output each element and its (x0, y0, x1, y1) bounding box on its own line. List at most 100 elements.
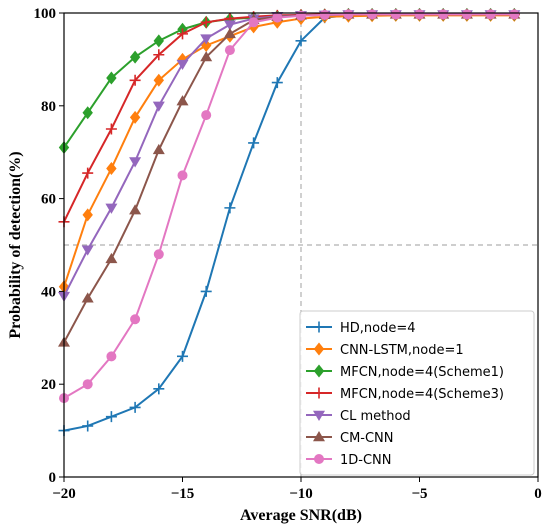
legend-label: MFCN,node=4(Scheme1) (340, 365, 504, 380)
data-point (130, 314, 141, 325)
data-point (81, 245, 94, 256)
data-point (176, 59, 189, 71)
y-axis-label: Probability of detection(%) (7, 151, 24, 338)
legend-marker (313, 321, 325, 333)
x-tick-label: −20 (52, 486, 76, 502)
data-point (295, 35, 307, 47)
legend-entry: CM-CNN (306, 431, 394, 446)
data-point (248, 17, 259, 28)
data-point (177, 350, 188, 362)
data-point (106, 71, 117, 85)
legend-label: 1D-CNN (340, 453, 392, 468)
data-point (152, 143, 165, 155)
data-point (223, 20, 236, 31)
x-tick-label: −15 (171, 486, 195, 502)
data-point (200, 51, 213, 62)
data-point (223, 27, 236, 39)
data-point (177, 52, 188, 66)
data-point (153, 383, 165, 395)
data-point (367, 9, 378, 20)
legend-entry: 1D-CNN (306, 453, 392, 468)
data-point (82, 379, 93, 390)
legend-entry: MFCN,node=4(Scheme1) (306, 364, 504, 380)
legend-marker (313, 410, 325, 421)
data-point (438, 9, 449, 20)
data-point (105, 252, 118, 264)
y-tick-label: 20 (41, 377, 56, 393)
y-tick-label: 100 (34, 6, 57, 22)
legend-marker (313, 364, 325, 378)
legend-entry: CL method (306, 409, 411, 424)
x-tick-label: −10 (289, 486, 313, 502)
y-tick-label: 80 (41, 99, 56, 115)
data-point (129, 50, 141, 64)
legend-label: CL method (340, 409, 411, 424)
data-point (200, 34, 213, 45)
data-point (129, 74, 141, 86)
x-tick-label: 0 (534, 486, 542, 502)
data-point (200, 285, 212, 297)
legend-label: CM-CNN (340, 431, 394, 446)
data-point (271, 77, 283, 89)
data-point (296, 10, 306, 21)
data-point (177, 170, 188, 181)
data-point (81, 292, 94, 303)
data-point (153, 73, 164, 87)
series-7 (59, 9, 520, 404)
data-point (509, 9, 520, 20)
data-point (129, 204, 142, 215)
legend-box (299, 310, 535, 476)
legend-marker (313, 431, 325, 442)
data-point (177, 28, 188, 40)
legend-label: CNN-LSTM,node=1 (340, 343, 464, 358)
legend: HD,node=4 CNN-LSTM,node=1 MFCN,node=4(Sche… (299, 310, 535, 476)
data-point (105, 411, 117, 423)
legend-label: HD,node=4 (340, 321, 416, 336)
series-2 (58, 8, 520, 294)
legend-marker (313, 387, 325, 399)
data-point (153, 249, 164, 260)
series-layer (58, 7, 521, 437)
data-point (105, 203, 118, 214)
data-point (152, 101, 165, 112)
data-point (248, 137, 260, 149)
data-point (319, 9, 330, 20)
data-point (82, 420, 94, 432)
data-point (390, 9, 401, 20)
data-point (461, 9, 472, 20)
data-point (153, 49, 165, 61)
ticks-layer: −20 −15 −10 −5 0 0 20 40 60 80 100 (34, 6, 542, 502)
data-point (82, 167, 94, 179)
data-point (224, 202, 236, 214)
data-point (106, 161, 117, 175)
data-point (82, 106, 93, 120)
data-point (272, 12, 283, 23)
data-point (176, 95, 189, 106)
y-tick-label: 40 (41, 284, 56, 300)
data-point (200, 16, 212, 28)
data-point (82, 208, 93, 222)
data-point (105, 123, 117, 135)
x-tick-label: −5 (411, 486, 427, 502)
data-point (343, 9, 354, 20)
legend-entry: CNN-LSTM,node=1 (306, 342, 464, 358)
data-point (224, 45, 235, 56)
legend-entry: MFCN,node=4(Scheme3) (306, 387, 504, 402)
series-5 (58, 10, 521, 303)
data-point (129, 110, 141, 124)
data-point (129, 157, 142, 168)
legend-marker (313, 342, 325, 356)
data-point (129, 401, 141, 413)
data-point (106, 351, 117, 362)
x-axis-label: Average SNR(dB) (240, 507, 362, 524)
reference-lines (64, 13, 538, 477)
y-tick-label: 0 (49, 470, 57, 486)
series-4 (58, 8, 520, 228)
data-point (414, 9, 425, 20)
data-point (201, 110, 212, 121)
legend-entry: HD,node=4 (306, 321, 416, 336)
legend-marker (314, 454, 324, 464)
data-point (485, 9, 496, 20)
